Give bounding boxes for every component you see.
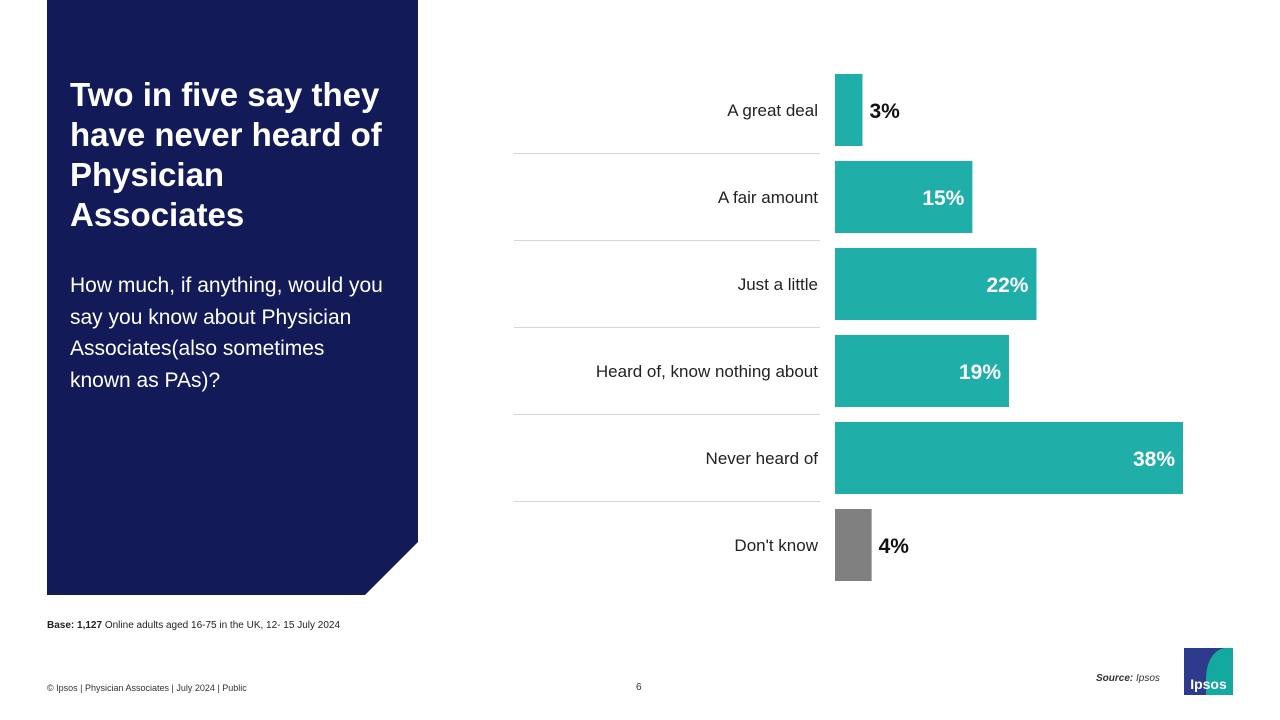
category-label: A great deal — [727, 101, 818, 120]
value-label: 19% — [959, 361, 1001, 384]
title-panel — [47, 0, 418, 595]
category-label: Never heard of — [706, 449, 819, 468]
base-label: Base: — [47, 620, 75, 631]
bar — [835, 509, 872, 581]
bar — [835, 422, 1183, 494]
base-text: Online adults aged 16-75 in the UK, 12- … — [104, 620, 340, 631]
bar — [835, 335, 1009, 407]
value-label: 38% — [1133, 448, 1175, 471]
value-label: 15% — [922, 187, 964, 210]
category-label: Just a little — [738, 275, 818, 294]
base-note: Base: 1,127 Online adults aged 16-75 in … — [47, 620, 340, 631]
source-label: Source: — [1096, 673, 1134, 684]
base-value: 1,127 — [77, 620, 103, 631]
page-number: 6 — [636, 682, 642, 693]
value-label: 3% — [869, 100, 900, 123]
bar — [835, 161, 973, 233]
value-label: 4% — [879, 535, 910, 558]
bar-chart-svg: A great deal 3% A fair amount 15% Just a lit… — [514, 74, 1183, 581]
slide-headline: Two in five say they have never heard of… — [70, 76, 382, 233]
survey-question: How much, if anything, would you say you… — [70, 274, 383, 392]
source-note: Source: Ipsos — [1096, 673, 1160, 684]
category-label: Heard of, know nothing about — [596, 362, 818, 381]
value-label: 22% — [986, 274, 1028, 297]
bar — [835, 74, 863, 146]
ipsos-logo: Ipsos — [1184, 648, 1233, 695]
source-value: Ipsos — [1136, 673, 1160, 684]
logo-text: Ipsos — [1190, 676, 1227, 692]
footer-copyright: © Ipsos | Physician Associates | July 20… — [47, 683, 247, 693]
bar — [835, 248, 1037, 320]
bar-chart: A great deal 3% A fair amount 15% Just a lit… — [500, 60, 1240, 600]
category-label: Don't know — [734, 536, 818, 555]
category-label: A fair amount — [718, 188, 818, 207]
